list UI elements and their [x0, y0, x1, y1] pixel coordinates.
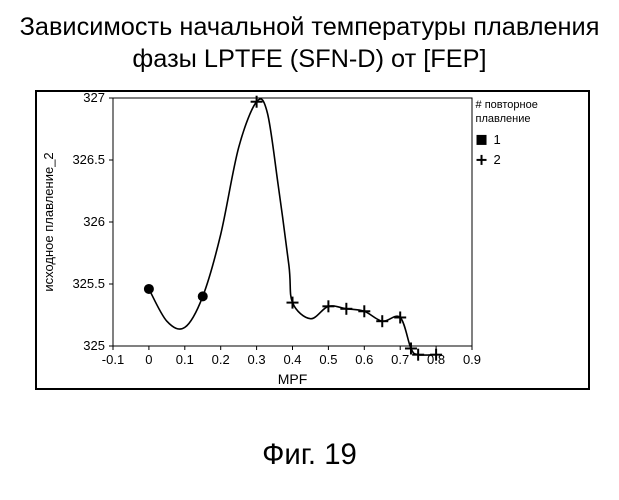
chart-frame: -0.100.10.20.30.40.50.60.70.80.9MPF32532…	[35, 90, 590, 390]
svg-text:0.4: 0.4	[283, 352, 301, 367]
svg-text:исходное плавление_2: исходное плавление_2	[41, 152, 56, 291]
svg-text:0.6: 0.6	[355, 352, 373, 367]
chart-title: Зависимость начальной температуры плавле…	[0, 12, 619, 75]
svg-text:326: 326	[83, 214, 105, 229]
svg-text:0.1: 0.1	[176, 352, 194, 367]
svg-text:0.9: 0.9	[463, 352, 481, 367]
svg-text:0.2: 0.2	[212, 352, 230, 367]
figure-caption: Фиг. 19	[0, 438, 619, 472]
svg-text:-0.1: -0.1	[102, 352, 124, 367]
svg-text:325.5: 325.5	[72, 276, 105, 291]
chart-svg: -0.100.10.20.30.40.50.60.70.80.9MPF32532…	[35, 90, 590, 390]
svg-text:MPF: MPF	[278, 371, 308, 387]
svg-text:1: 1	[494, 132, 501, 147]
svg-text:327: 327	[83, 90, 105, 105]
svg-text:325: 325	[83, 338, 105, 353]
svg-text:0.5: 0.5	[319, 352, 337, 367]
svg-text:0: 0	[145, 352, 152, 367]
svg-text:0.3: 0.3	[248, 352, 266, 367]
svg-text:2: 2	[494, 152, 501, 167]
svg-text:# повторное: # повторное	[476, 99, 538, 111]
svg-text:0.7: 0.7	[391, 352, 409, 367]
svg-text:326.5: 326.5	[72, 152, 105, 167]
svg-text:плавление: плавление	[476, 113, 531, 125]
